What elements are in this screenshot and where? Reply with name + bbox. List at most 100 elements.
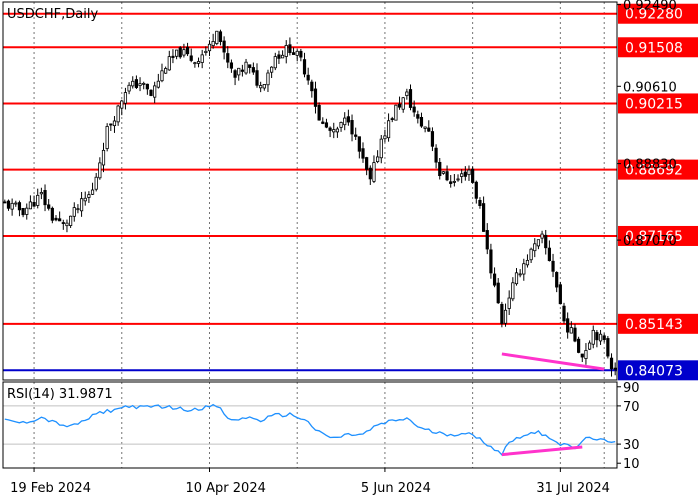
candle-body — [123, 92, 128, 104]
candle-body — [514, 272, 519, 285]
candle-body — [153, 85, 157, 98]
candle-body — [412, 106, 416, 113]
candle-body — [525, 259, 530, 266]
candle-body — [50, 207, 54, 221]
candle-body — [390, 118, 394, 121]
candle-body — [164, 68, 168, 74]
candle-body — [98, 162, 102, 179]
candle-body — [295, 50, 299, 56]
candle-body — [372, 162, 376, 182]
support-price-tag — [618, 360, 698, 381]
candle-body — [109, 123, 113, 126]
candle-body — [591, 329, 595, 345]
candle-body — [511, 282, 515, 300]
candle-body — [273, 56, 277, 69]
rsi-tick-label: 90 — [623, 381, 640, 396]
rsi-tick-label: 10 — [623, 457, 640, 472]
candle-body — [580, 353, 584, 358]
rsi-panel-frame — [2, 381, 618, 469]
candle-body — [134, 79, 138, 88]
candle-body — [609, 357, 614, 370]
candle-body — [522, 263, 526, 275]
candle-body — [386, 120, 391, 139]
candle-body — [423, 126, 427, 129]
candle-body — [211, 41, 215, 46]
resistance-price-tag — [618, 37, 698, 58]
candle-body — [131, 80, 135, 87]
resistance-price-tag — [618, 93, 698, 114]
candle-body — [288, 44, 292, 53]
candle-body — [350, 120, 354, 135]
candle-body — [222, 40, 226, 53]
candle-body — [54, 217, 58, 221]
candle-body — [339, 122, 343, 128]
candle-body — [189, 55, 193, 61]
candle-body — [474, 181, 478, 199]
rsi-panel: 90 70 30 10 RSI(14) 31.9871 — [3, 381, 640, 472]
resistance-price-tag — [618, 3, 698, 24]
candle-body — [540, 233, 544, 239]
candle-body — [149, 89, 153, 96]
candle-body — [244, 61, 248, 74]
candle-body — [478, 199, 482, 206]
candle-body — [529, 248, 533, 261]
candle-body — [25, 207, 29, 215]
resistance-price-label: 0.88692 — [625, 163, 683, 179]
candle-body — [142, 82, 146, 85]
price-tick-label: 0.92490 — [623, 0, 677, 14]
candle-body — [200, 54, 204, 63]
candle-body — [558, 284, 562, 305]
candle-body — [178, 47, 182, 58]
price-tick-label: 0.87070 — [623, 234, 677, 249]
candle-body — [569, 327, 573, 334]
candle-body — [259, 85, 263, 89]
candle-body — [14, 202, 18, 205]
resistance-price-tag — [618, 159, 698, 180]
candle-body — [452, 180, 456, 183]
candle-body — [193, 62, 197, 65]
candle-body — [215, 30, 219, 44]
candle-body — [445, 171, 449, 181]
candle-body — [277, 54, 281, 59]
candle-body — [226, 53, 230, 63]
candle-body — [471, 168, 475, 183]
candle-body — [485, 230, 489, 250]
candle-body — [299, 50, 303, 58]
candle-body — [83, 197, 87, 202]
candle-body — [116, 105, 120, 123]
candle-body — [58, 218, 62, 222]
candle-body — [237, 67, 241, 76]
candle-body — [302, 59, 307, 75]
candle-body — [79, 198, 84, 212]
candle-body — [613, 367, 617, 370]
candle-body — [43, 190, 47, 206]
candle-body — [467, 169, 471, 176]
rsi-tick-label: 70 — [623, 400, 640, 415]
candle-body — [460, 173, 464, 177]
candle-body — [376, 156, 380, 163]
resistance-price-label: 0.87165 — [625, 229, 683, 245]
candle-body — [90, 189, 95, 195]
candle-body — [587, 342, 592, 350]
candle-body — [357, 136, 361, 152]
candle-body — [284, 45, 288, 57]
candle-body — [343, 117, 347, 126]
candle-body — [120, 100, 124, 109]
candle-body — [547, 247, 551, 262]
candle-body — [204, 50, 208, 53]
resistance-price-label: 0.92280 — [625, 7, 683, 23]
candle-body — [463, 171, 467, 177]
candle-body — [94, 176, 98, 190]
candle-body — [233, 70, 237, 78]
candle-body — [368, 167, 372, 180]
resistance-lines: 0.92280 0.91508 0.90215 0.88692 0.87165 0.851… — [3, 3, 698, 381]
rsi-divergence-line — [501, 445, 583, 457]
x-tick-label: 10 Apr 2024 — [185, 481, 265, 496]
candle-body — [408, 89, 413, 108]
candle-body — [383, 135, 387, 140]
resistance-price-tag — [618, 313, 698, 334]
candle-body — [291, 52, 296, 55]
chart-frame: USDCHF,Daily — [2, 1, 618, 469]
candle-body — [321, 121, 325, 124]
resistance-price-label: 0.85143 — [625, 317, 683, 333]
